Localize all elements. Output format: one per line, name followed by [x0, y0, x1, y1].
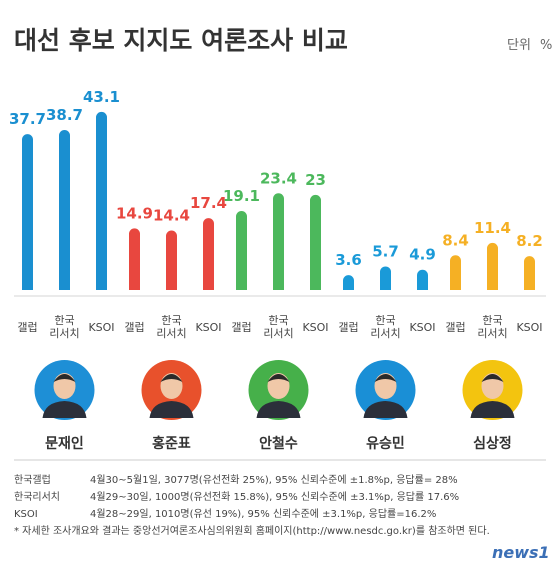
- suit-shape: [256, 401, 301, 418]
- value-label: 23.4: [260, 169, 297, 187]
- category-label: 리서치: [477, 327, 507, 340]
- footnote-pollster: 한국갤럽: [14, 474, 51, 486]
- category-label: 갤럽: [231, 320, 251, 334]
- bar: [417, 269, 428, 290]
- footnote-note: * 자세한 조사개요와 결과는 중앙선거여론조사심의위원회 홈페이지(http:…: [14, 524, 490, 537]
- suit-shape: [149, 401, 194, 418]
- category-label: 한국: [482, 314, 502, 327]
- value-label: 23: [305, 171, 326, 189]
- value-label: 37.7: [9, 110, 46, 128]
- candidate-name: 안철수: [259, 435, 298, 452]
- value-label: 14.9: [116, 204, 153, 222]
- value-label: 19.1: [223, 187, 260, 205]
- footnote-pollster: KSOI: [14, 509, 38, 520]
- category-label: 한국: [161, 314, 181, 327]
- value-label: 17.4: [190, 194, 227, 212]
- category-label: 리서치: [263, 327, 293, 340]
- category-label: KSOI: [88, 321, 114, 334]
- category-label: KSOI: [195, 321, 221, 334]
- candidate-avatars: 문재인 홍준표 안철수 유승민 심상정: [34, 360, 523, 452]
- unit-symbol: %: [540, 38, 552, 53]
- value-label: 11.4: [474, 219, 511, 237]
- hair-shape: [160, 374, 183, 382]
- bar: [450, 255, 461, 290]
- bar: [96, 111, 107, 290]
- bar: [166, 230, 177, 290]
- chart-title: 대선 후보 지지도 여론조사 비교: [14, 26, 348, 55]
- category-label: KSOI: [302, 321, 328, 334]
- category-label: KSOI: [516, 321, 542, 334]
- value-label: 14.4: [153, 206, 190, 224]
- unit-label: 단위: [507, 38, 531, 53]
- category-label: 갤럽: [338, 320, 358, 334]
- footnote-detail: 4월28~29일, 1010명(유선 19%), 95% 신뢰수준에 ±3.1%…: [90, 508, 436, 520]
- bar: [310, 194, 321, 290]
- bar: [236, 211, 247, 290]
- category-label: 리서치: [156, 327, 186, 340]
- category-label: 한국: [375, 314, 395, 327]
- suit-shape: [363, 401, 408, 418]
- footnote-detail: 4월29~30일, 1000명(유선전화 15.8%), 95% 신뢰수준에 ±…: [90, 491, 459, 503]
- bar: [273, 193, 284, 290]
- bar: [59, 130, 70, 290]
- bar: [22, 134, 33, 290]
- value-label: 38.7: [46, 106, 83, 124]
- category-label: 한국: [268, 314, 288, 327]
- bars-layer: 37.7 38.743.1 14.9 14.417.419.123.4 23 3.6 5.7…: [9, 88, 543, 290]
- brand-logo: news1: [492, 543, 550, 562]
- suit-shape: [470, 401, 515, 418]
- category-label: 갤럽: [17, 320, 37, 334]
- suit-shape: [42, 401, 87, 418]
- bar: [129, 228, 140, 290]
- category-label: 갤럽: [445, 320, 465, 334]
- value-label: 8.2: [516, 232, 543, 250]
- value-label: 3.6: [335, 251, 362, 269]
- candidate-name: 심상정: [473, 435, 512, 452]
- bar: [487, 242, 498, 290]
- category-label: 리서치: [370, 327, 400, 340]
- candidate-name: 문재인: [45, 435, 84, 452]
- category-label: 한국: [54, 314, 74, 327]
- hair-shape: [267, 374, 290, 382]
- value-label: 5.7: [372, 242, 399, 260]
- bar: [203, 218, 214, 290]
- footnotes: 한국갤럽 4월30~5월1일, 3077명(유선전화 25%), 95% 신뢰수준…: [14, 474, 459, 520]
- bar: [524, 256, 535, 290]
- value-label: 43.1: [83, 88, 120, 106]
- hair-shape: [53, 374, 76, 382]
- candidate-name: 유승민: [366, 435, 405, 452]
- category-label: 갤럽: [124, 320, 144, 334]
- candidate-name: 홍준표: [152, 435, 191, 452]
- category-label: KSOI: [409, 321, 435, 334]
- hair-shape: [374, 374, 397, 382]
- value-label: 8.4: [442, 231, 469, 249]
- value-label: 4.9: [409, 246, 436, 264]
- bar: [343, 275, 354, 290]
- hair-shape: [481, 374, 504, 382]
- footnote-detail: 4월30~5월1일, 3077명(유선전화 25%), 95% 신뢰수준에 ±1…: [90, 474, 458, 486]
- category-label: 리서치: [49, 327, 79, 340]
- footnote-pollster: 한국리서치: [14, 491, 60, 503]
- bar: [380, 266, 391, 290]
